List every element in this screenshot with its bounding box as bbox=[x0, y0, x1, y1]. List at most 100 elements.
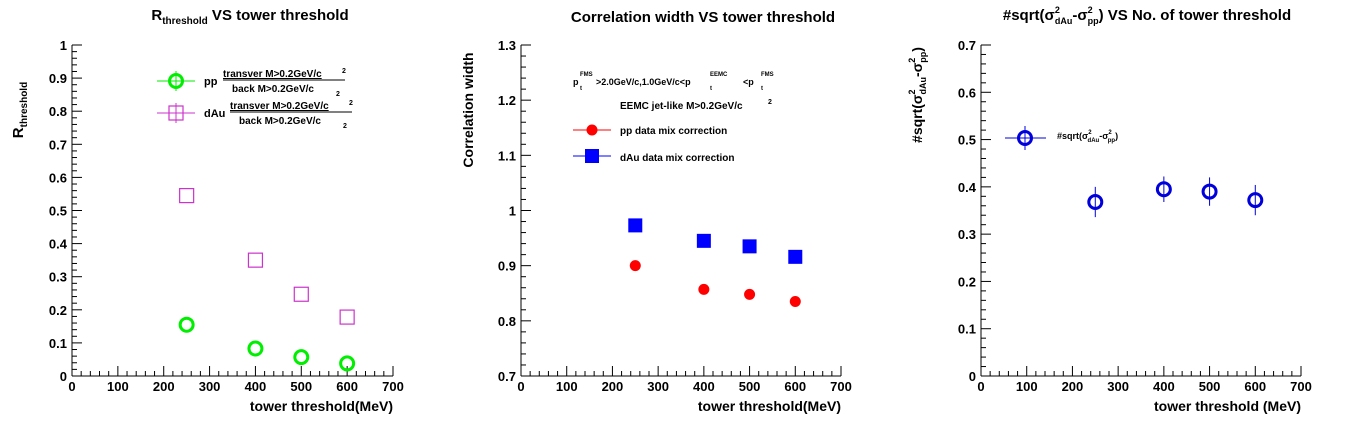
x-tick-label: 700 bbox=[382, 379, 404, 394]
data-point bbox=[742, 239, 757, 254]
x-tick-label: 600 bbox=[1244, 379, 1266, 394]
legend-header-line2: EEMC jet-like M>0.2GeV/c 2 bbox=[620, 99, 772, 112]
x-tick-label: 0 bbox=[517, 379, 524, 394]
legend-formula-exp2-pp: 2 bbox=[336, 91, 340, 98]
x-axis-label: tower threshold (MeV) bbox=[1154, 398, 1301, 414]
data-point bbox=[339, 355, 356, 372]
legend: pFMS t>2.0GeV/c,1.0GeV/c<pEEMC t<pFMS t EEM… bbox=[573, 72, 774, 164]
y-tick-label: 0.7 bbox=[49, 137, 67, 152]
y-tick-label: 0.9 bbox=[498, 259, 516, 274]
y-tick-label: 0.7 bbox=[958, 38, 976, 53]
y-tick-label: 0.1 bbox=[958, 322, 976, 337]
y-tick-label: 1.3 bbox=[498, 38, 516, 53]
legend-marker-pp bbox=[586, 124, 598, 136]
y-tick-label: 0.9 bbox=[49, 71, 67, 86]
y-tick-label: 0.6 bbox=[958, 85, 976, 100]
x-tick-label: 100 bbox=[107, 379, 129, 394]
x-tick-label: 400 bbox=[1153, 379, 1175, 394]
x-tick-label: 600 bbox=[336, 379, 358, 394]
legend-entry-pp: pp transver M>0.2GeV/c 2 back M>0.2GeV/c… bbox=[157, 68, 346, 98]
y-tick-label: 0.2 bbox=[49, 303, 67, 318]
legend-marker-dau bbox=[585, 149, 599, 163]
data-point bbox=[179, 188, 195, 204]
x-tick-label: 0 bbox=[68, 379, 75, 394]
x-tick-label: 700 bbox=[1290, 379, 1312, 394]
x-tick-label: 100 bbox=[1016, 379, 1038, 394]
y-axis-label: Correlation width bbox=[460, 52, 476, 167]
data-point bbox=[789, 296, 801, 308]
data-point bbox=[339, 309, 355, 325]
x-tick-label: 200 bbox=[1062, 379, 1084, 394]
y-tick-label: 0.2 bbox=[958, 274, 976, 289]
legend-formula-numerator-pp: transver M>0.2GeV/c bbox=[223, 69, 322, 80]
data-point bbox=[744, 288, 756, 300]
x-tick-label: 500 bbox=[1199, 379, 1221, 394]
y-tick-label: 1 bbox=[60, 38, 67, 53]
plot-area: 0 100 200 300 400 500 600 700 0.7 0.8 0.9 1 1.1 1.2 1.… bbox=[498, 38, 852, 394]
chart-title: #sqrt(σ2 dAu-σ2 pp) VS No. of tower thresh… bbox=[1003, 5, 1291, 26]
y-tick-label: 0 bbox=[60, 369, 67, 384]
legend-marker-dau bbox=[168, 105, 184, 121]
plot-area: 0 100 200 300 400 500 600 700 0 0.1 0.2 0.3 0.4 0.5 0.… bbox=[49, 38, 404, 394]
x-tick-label: 400 bbox=[245, 379, 267, 394]
x-tick-label: 300 bbox=[1107, 379, 1129, 394]
y-tick-label: 0.6 bbox=[49, 170, 67, 185]
y-tick-label: 1 bbox=[509, 204, 516, 219]
data-point bbox=[628, 218, 643, 233]
x-axis-label: tower threshold(MeV) bbox=[250, 398, 393, 414]
y-tick-label: 1.1 bbox=[498, 148, 516, 163]
chart-panel-sqrt-sigma: #sqrt(σ2 dAu-σ2 pp) VS No. of tower thresh… bbox=[907, 5, 1312, 414]
legend-label-sqrt: #sqrt(σ2 dAu-σ2 pp) bbox=[1057, 130, 1118, 144]
y-tick-label: 0 bbox=[969, 369, 976, 384]
y-tick-label: 1.2 bbox=[498, 93, 516, 108]
legend-marker-pp bbox=[168, 73, 184, 89]
y-tick-label: 0.1 bbox=[49, 336, 67, 351]
data-point bbox=[247, 252, 264, 268]
legend-formula-denominator-pp: back M>0.2GeV/c bbox=[232, 84, 314, 95]
legend-formula-numerator-dau: transver M>0.2GeV/c bbox=[230, 101, 329, 112]
y-tick-label: 0.7 bbox=[498, 369, 516, 384]
legend-entry-dau: dAu transver M>0.2GeV/c 2 back M>0.2GeV/… bbox=[157, 100, 353, 130]
legend-label-pp: pp bbox=[204, 76, 218, 88]
legend-formula-exp-dau: 2 bbox=[349, 100, 353, 107]
x-tick-label: 500 bbox=[739, 379, 761, 394]
chart-title: Rthreshold VS tower threshold bbox=[151, 7, 348, 27]
y-tick-label: 0.5 bbox=[958, 133, 976, 148]
x-tick-label: 0 bbox=[977, 379, 984, 394]
legend-header-line1: pFMS t>2.0GeV/c,1.0GeV/c<pEEMC t<pFMS t bbox=[573, 72, 774, 92]
data-point bbox=[698, 283, 710, 295]
data-point bbox=[178, 316, 195, 333]
legend-marker-sqrt bbox=[1017, 130, 1033, 146]
x-tick-label: 200 bbox=[153, 379, 175, 394]
plot-area: 0 100 200 300 400 500 600 700 0 0.1 0.2 0.3 0.4 0.5 0.… bbox=[958, 38, 1312, 394]
x-tick-label: 100 bbox=[556, 379, 578, 394]
data-point bbox=[293, 286, 309, 302]
x-axis-label: tower threshold(MeV) bbox=[698, 398, 841, 414]
y-tick-label: 0.3 bbox=[958, 227, 976, 242]
legend-entry-sqrt: #sqrt(σ2 dAu-σ2 pp) bbox=[1005, 126, 1118, 150]
data-point bbox=[696, 233, 711, 248]
data-point bbox=[1201, 183, 1218, 200]
data-point bbox=[1087, 193, 1104, 210]
y-tick-label: 0.4 bbox=[49, 237, 68, 252]
x-tick-label: 500 bbox=[290, 379, 312, 394]
chart-panel-correlation-width: Correlation width VS tower threshold Cor… bbox=[460, 9, 852, 414]
legend-entry-pp: pp data mix correction bbox=[573, 124, 727, 137]
x-tick-label: 200 bbox=[602, 379, 624, 394]
legend-label-pp: pp data mix correction bbox=[620, 126, 727, 137]
data-point bbox=[788, 249, 803, 264]
data-point bbox=[629, 260, 641, 272]
x-tick-label: 400 bbox=[693, 379, 715, 394]
data-point bbox=[1155, 181, 1172, 198]
legend-formula-denominator-dau: back M>0.2GeV/c bbox=[239, 116, 321, 127]
y-tick-label: 0.3 bbox=[49, 270, 67, 285]
y-axis-label: Rthreshold bbox=[10, 82, 30, 138]
legend-formula-exp-pp: 2 bbox=[342, 68, 346, 75]
legend-formula-exp2-dau: 2 bbox=[343, 123, 347, 130]
legend-entry-dau: dAu data mix correction bbox=[573, 149, 734, 164]
legend: #sqrt(σ2 dAu-σ2 pp) bbox=[1005, 126, 1118, 150]
legend-label-dau: dAu bbox=[204, 108, 225, 120]
y-axis-label: #sqrt(σ2dAu-σ2pp) bbox=[907, 47, 928, 143]
x-tick-label: 700 bbox=[830, 379, 852, 394]
